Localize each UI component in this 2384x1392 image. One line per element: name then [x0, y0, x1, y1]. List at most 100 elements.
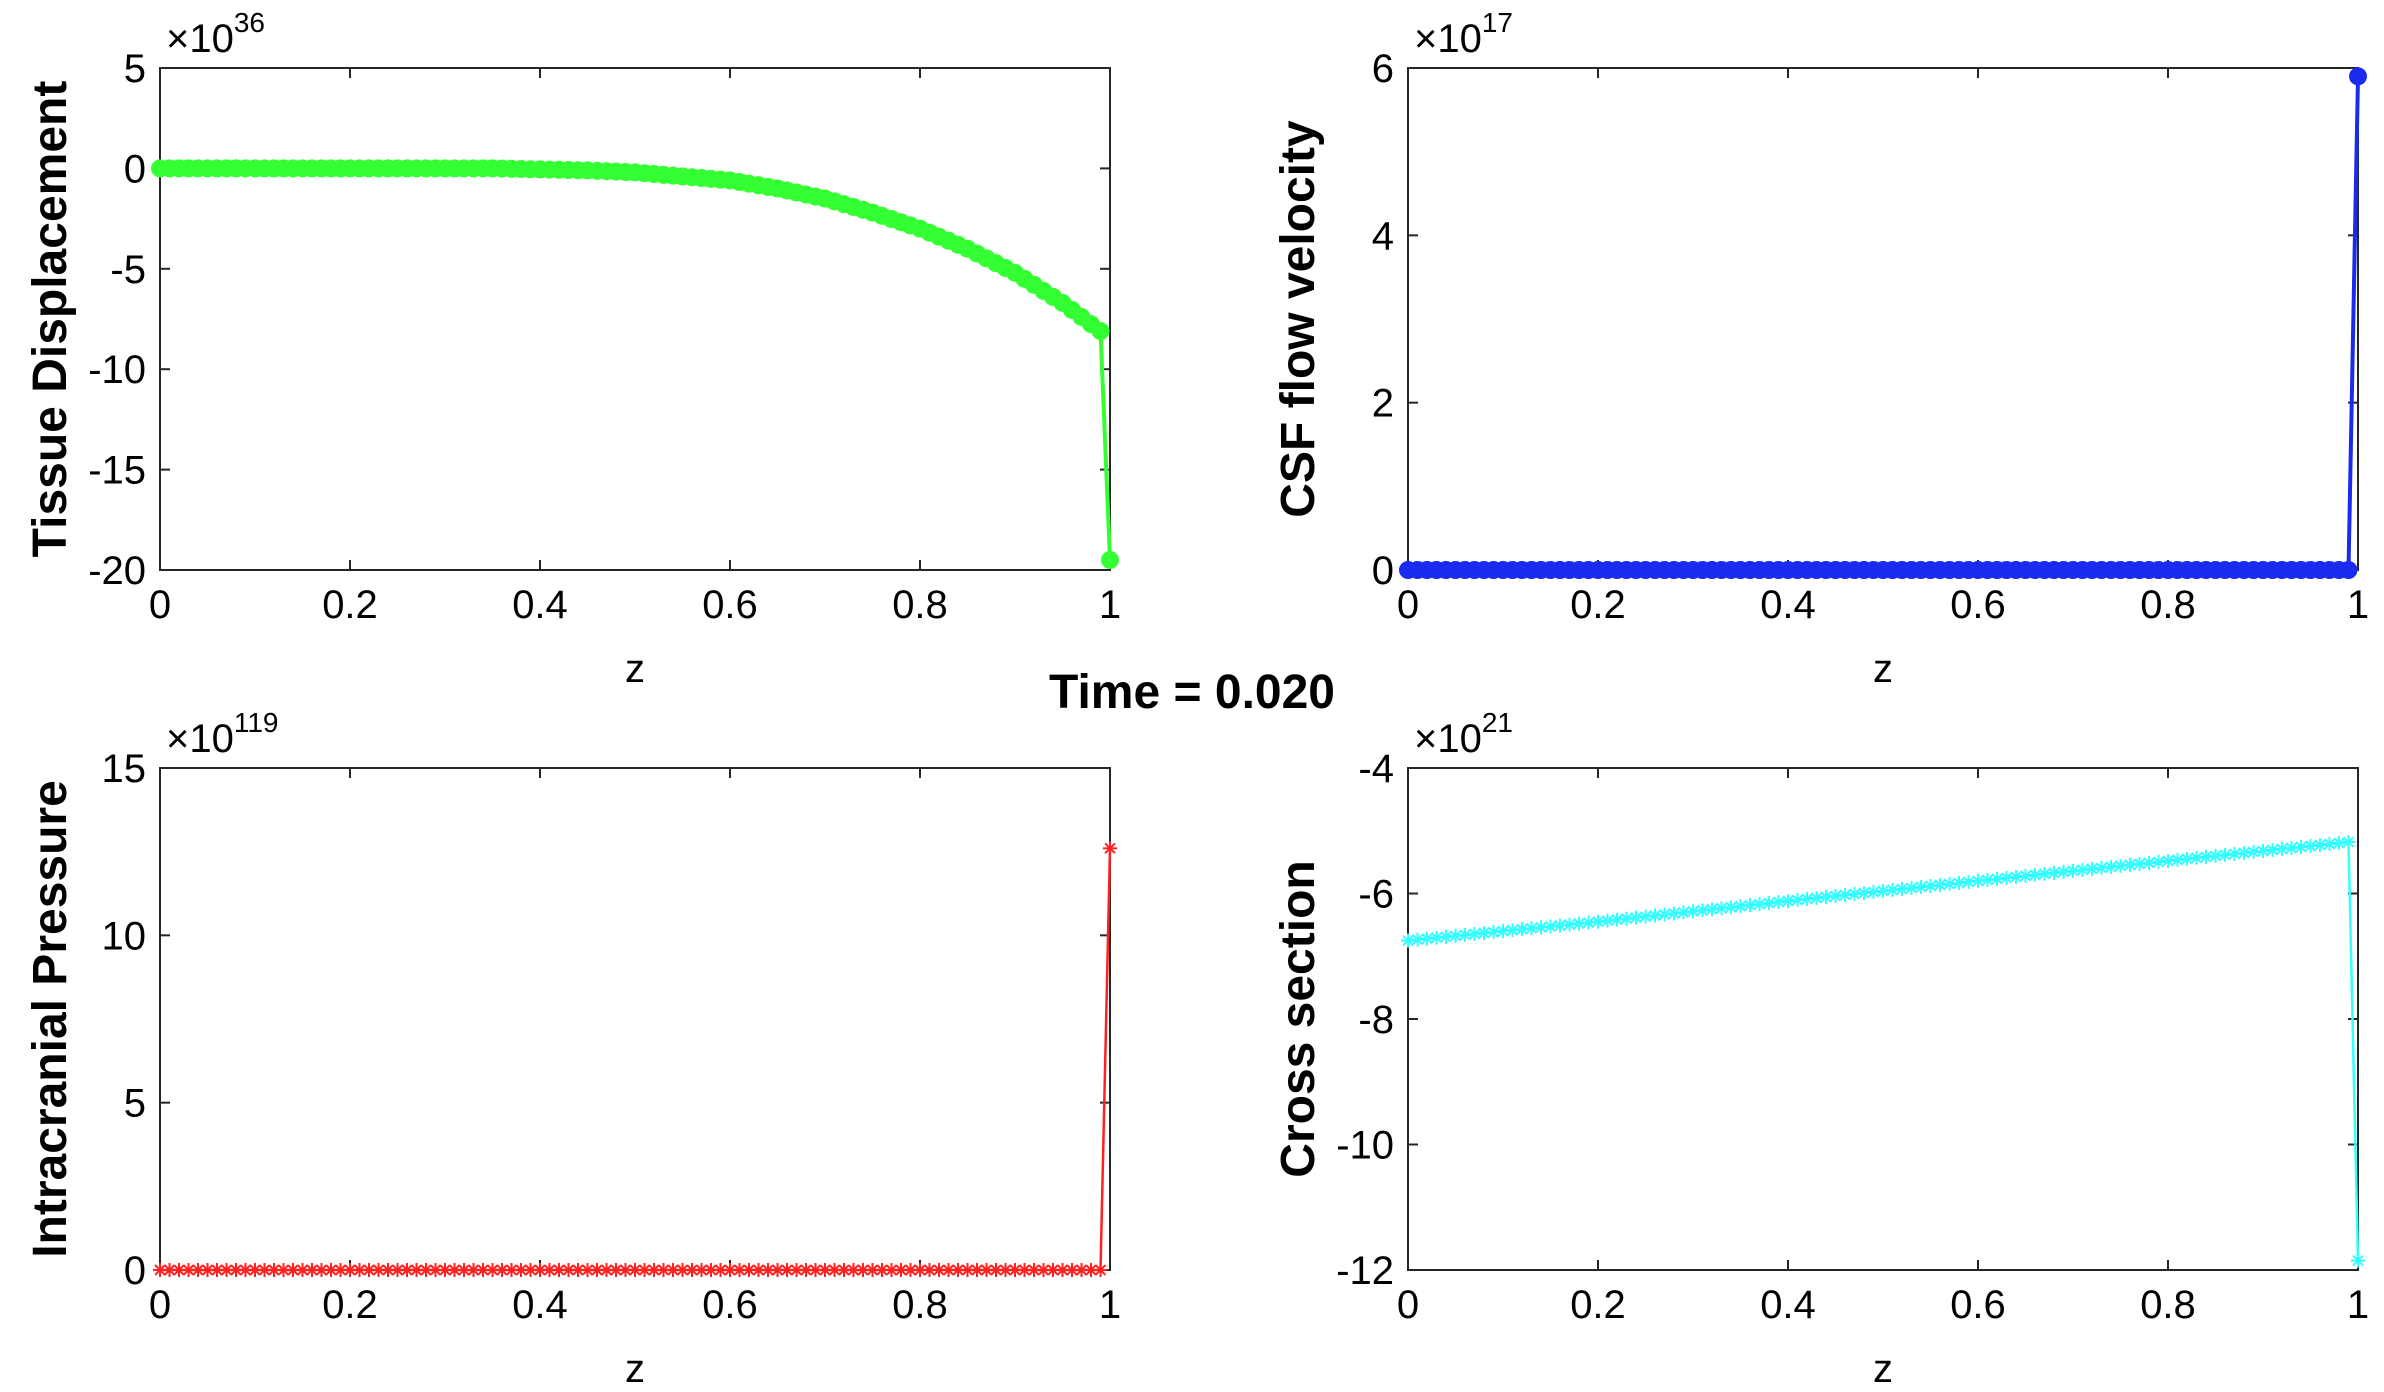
intracranial-pressure-data-point — [989, 1263, 1003, 1277]
intracranial-pressure-exponent-power: 119 — [234, 707, 279, 738]
cross-section-data-point — [1429, 930, 1444, 945]
intracranial-pressure-data-point — [998, 1263, 1013, 1277]
intracranial-pressure-data-point — [599, 1263, 614, 1277]
intracranial-pressure-data-point — [1046, 1263, 1060, 1277]
cross-section-data-point — [1895, 881, 1909, 896]
intracranial-pressure-data-point — [172, 1263, 186, 1277]
intracranial-pressure-x-tick-label: 0 — [149, 1283, 171, 1327]
intracranial-pressure-x-axis-label: z — [625, 1347, 645, 1391]
csf-flow-velocity-y-tick-label: 2 — [1372, 382, 1394, 426]
cross-section-data-point — [1876, 883, 1890, 898]
cross-section-data-point — [2142, 855, 2156, 870]
cross-section-data-point — [1980, 872, 1995, 887]
intracranial-pressure-data-point — [1103, 841, 1117, 856]
csf-flow-velocity-y-tick-label: 4 — [1372, 214, 1394, 258]
intracranial-pressure-data-point — [276, 1263, 291, 1277]
cross-section-data-point — [2037, 866, 2052, 881]
cross-section-data-point — [1923, 878, 1938, 893]
figure-title: Time = 0.020 — [1049, 666, 1335, 719]
tissue-displacement-plot-frame — [159, 67, 1111, 571]
csf-flow-velocity-x-tick-label: 0.6 — [1950, 583, 2006, 627]
cross-section-data-point — [1990, 871, 2004, 886]
cross-section-data-point — [2227, 846, 2242, 861]
cross-section-data-point — [1695, 903, 1710, 918]
intracranial-pressure-x-tick-label: 1 — [1099, 1283, 1121, 1327]
cross-section-data-point — [2066, 863, 2080, 878]
intracranial-pressure-data-point — [162, 1263, 177, 1277]
tissue-displacement-x-axis-label: z — [625, 647, 645, 691]
cross-section-x-tick-label: 0.4 — [1760, 1283, 1816, 1327]
cross-section-data-point — [2151, 854, 2166, 869]
cross-section-x-axis-label: z — [1873, 1347, 1893, 1391]
cross-section-exponent-label: ×1021 — [1414, 707, 1513, 761]
tissue-displacement-y-tick-label: 5 — [124, 47, 146, 91]
csf-flow-velocity-x-tick-label: 0.4 — [1760, 583, 1816, 627]
tissue-displacement-x-tick-label: 0 — [149, 583, 171, 627]
intracranial-pressure-x-tick-label: 0.4 — [512, 1283, 568, 1327]
tissue-displacement-data-point — [1101, 550, 1119, 569]
cross-section-data-point — [1638, 909, 1653, 924]
csf-flow-velocity-x-tick-label: 0.2 — [1570, 583, 1626, 627]
cross-section-data-point — [1657, 907, 1672, 922]
cross-section-data-point — [2009, 869, 2023, 884]
cross-section-x-tick-label: 0.2 — [1570, 1283, 1626, 1327]
intracranial-pressure-y-tick-label: 10 — [102, 914, 147, 958]
cross-section-data-point — [1648, 908, 1662, 923]
intracranial-pressure-data-point — [637, 1263, 652, 1277]
tissue-displacement-exponent-label: ×1036 — [166, 7, 265, 61]
cross-section-x-tick-label: 0.6 — [1950, 1283, 2006, 1327]
intracranial-pressure-data-point — [1093, 1263, 1108, 1277]
cross-section-x-tick-label: 1 — [2347, 1283, 2369, 1327]
cross-section-data-point — [1961, 874, 1976, 889]
intracranial-pressure-y-tick-label: 15 — [102, 747, 147, 791]
intracranial-pressure-data-point — [504, 1263, 519, 1277]
cross-section-panel: 0 0.2 0.4 0.6 0.8 1 -4 -6 -8 -10 -12 ×1021 z Cross se… — [1272, 707, 2369, 1391]
tissue-displacement-x-tick-label: 0.6 — [702, 583, 758, 627]
cross-section-data-point — [1809, 891, 1824, 906]
cross-section-x-tick-label: 0.8 — [2140, 1283, 2196, 1327]
cross-section-data-point — [1942, 876, 1957, 891]
cross-section-data-point — [2341, 835, 2356, 850]
cross-section-data-point — [1401, 933, 1415, 948]
cross-section-y-tick-label: -8 — [1358, 998, 1394, 1042]
tissue-displacement-x-tick-label: 0.2 — [322, 583, 378, 627]
intracranial-pressure-x-tick-label: 0.8 — [892, 1283, 948, 1327]
intracranial-pressure-data-point — [609, 1263, 623, 1277]
intracranial-pressure-y-tick-label: 5 — [124, 1082, 146, 1126]
tissue-displacement-x-tick-label: 1 — [1099, 583, 1121, 627]
cross-section-data-point — [1999, 870, 2014, 885]
intracranial-pressure-data-point — [685, 1263, 699, 1277]
tissue-displacement-y-tick-label: -5 — [110, 248, 146, 292]
tissue-displacement-data-point — [1091, 322, 1110, 341]
tissue-displacement-y-tick-label: -15 — [88, 449, 146, 493]
cross-section-data-point — [1619, 911, 1634, 926]
cross-section-data-point — [1600, 913, 1615, 928]
cross-section-data-point — [1800, 892, 1814, 907]
cross-section-data-point — [2180, 851, 2194, 866]
cross-section-y-axis-label: Cross section — [1272, 860, 1325, 1177]
csf-flow-velocity-x-axis-label: z — [1873, 647, 1893, 691]
cross-section-data-point — [1705, 902, 1719, 917]
cross-section-data-point — [1857, 885, 1871, 900]
cross-section-data-point — [1733, 899, 1748, 914]
csf-flow-velocity-plot-frame — [1407, 67, 2359, 571]
cross-section-data-point — [2132, 856, 2147, 871]
tissue-displacement-y-tick-label: 0 — [124, 147, 146, 191]
cross-section-data-point — [1676, 905, 1691, 920]
cross-section-data-point — [1591, 914, 1605, 929]
cross-section-data-point — [2085, 861, 2099, 876]
csf-flow-velocity-panel: 0 0.2 0.4 0.6 0.8 1 6 4 2 0 ×1017 z CSF flow velocit… — [1272, 7, 2369, 691]
cross-section-x-tick-label: 0 — [1397, 1283, 1419, 1327]
tissue-displacement-y-tick-label: -10 — [88, 348, 146, 392]
intracranial-pressure-data-point — [713, 1263, 728, 1277]
cross-section-data-point — [1762, 896, 1776, 911]
intracranial-pressure-x-tick-label: 0.2 — [322, 1283, 378, 1327]
cross-section-exponent-power: 21 — [1482, 707, 1513, 738]
intracranial-pressure-x-tick-label: 0.6 — [702, 1283, 758, 1327]
cross-section-data-point — [2028, 867, 2042, 882]
cross-section-plot-frame — [1407, 767, 2359, 1271]
cross-section-data-point — [2047, 865, 2061, 880]
cross-section-data-point — [2246, 844, 2261, 859]
cross-section-data-point — [2351, 1253, 2365, 1268]
